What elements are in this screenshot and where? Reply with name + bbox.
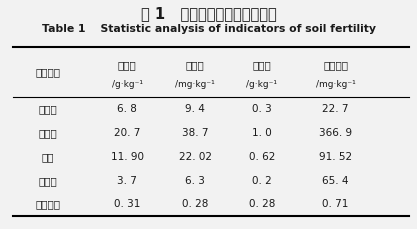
Text: /mg·kg⁻¹: /mg·kg⁻¹	[316, 80, 356, 89]
Text: 0. 62: 0. 62	[249, 152, 275, 162]
Text: 0. 28: 0. 28	[249, 199, 275, 210]
Text: 0. 31: 0. 31	[114, 199, 141, 210]
Text: 366. 9: 366. 9	[319, 128, 352, 138]
Text: 均值: 均值	[42, 152, 54, 162]
Text: 65. 4: 65. 4	[322, 176, 349, 186]
Text: 1. 0: 1. 0	[252, 128, 272, 138]
Text: 0. 28: 0. 28	[182, 199, 208, 210]
Text: 6. 3: 6. 3	[185, 176, 205, 186]
Text: 最大值: 最大值	[39, 128, 57, 138]
Text: 有效磷: 有效磷	[186, 60, 204, 70]
Text: 6. 8: 6. 8	[117, 104, 137, 114]
Text: 最小值: 最小值	[39, 104, 57, 114]
Text: 20. 7: 20. 7	[114, 128, 141, 138]
Text: /g·kg⁻¹: /g·kg⁻¹	[246, 80, 277, 89]
Text: 38. 7: 38. 7	[182, 128, 208, 138]
Text: 22. 7: 22. 7	[322, 104, 349, 114]
Text: /mg·kg⁻¹: /mg·kg⁻¹	[175, 80, 215, 89]
Text: 91. 52: 91. 52	[319, 152, 352, 162]
Text: 0. 3: 0. 3	[252, 104, 272, 114]
Text: 表 1   土壤各肥力指标统计分析: 表 1 土壤各肥力指标统计分析	[141, 6, 276, 21]
Text: 水解性氮: 水解性氮	[323, 60, 348, 70]
Text: 速效钾: 速效钾	[253, 60, 271, 70]
Text: Table 1    Statistic analysis of indicators of soil fertility: Table 1 Statistic analysis of indicators…	[42, 24, 375, 34]
Text: 变异系数: 变异系数	[35, 199, 60, 210]
Text: 11. 90: 11. 90	[111, 152, 144, 162]
Text: 3. 7: 3. 7	[117, 176, 137, 186]
Text: 9. 4: 9. 4	[185, 104, 205, 114]
Text: 0. 71: 0. 71	[322, 199, 349, 210]
Text: /g·kg⁻¹: /g·kg⁻¹	[112, 80, 143, 89]
Text: 0. 2: 0. 2	[252, 176, 272, 186]
Text: 有机质: 有机质	[118, 60, 136, 70]
Text: 标准差: 标准差	[39, 176, 57, 186]
Text: 22. 02: 22. 02	[178, 152, 212, 162]
Text: 统计指标: 统计指标	[35, 67, 60, 77]
